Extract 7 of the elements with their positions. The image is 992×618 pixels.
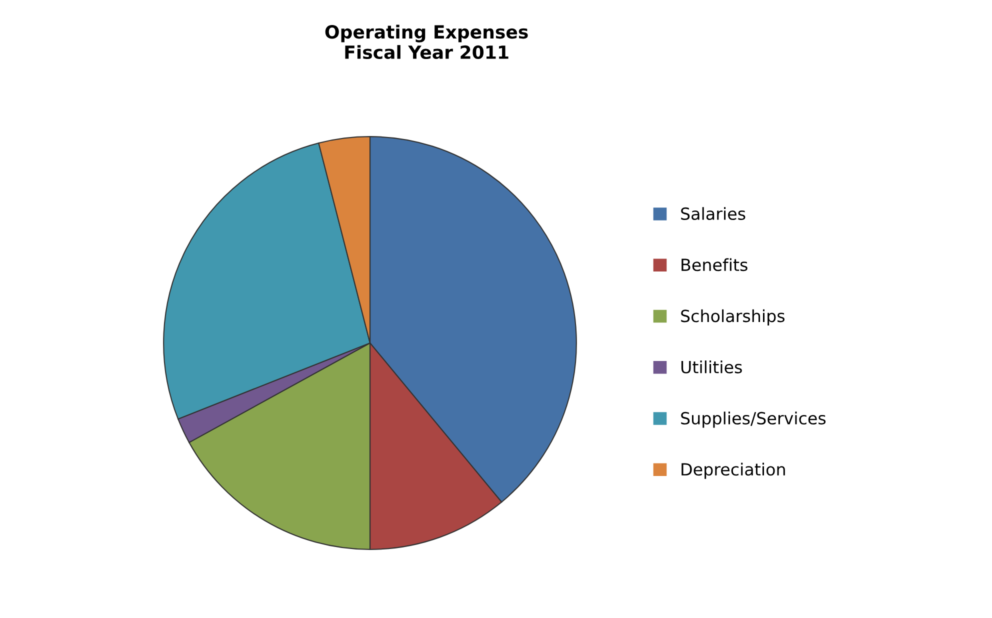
legend-label: Depreciation [682,462,785,479]
legend-label: Scholarships [681,309,785,326]
legend-label: Supplies/Services [681,412,826,428]
legend-label: Benefits [682,258,748,272]
legend-label: Salaries [681,207,746,220]
legend-label: Utilities [681,360,742,374]
chart-title: Operating Expenses Fiscal Year 2011 [325,24,528,60]
